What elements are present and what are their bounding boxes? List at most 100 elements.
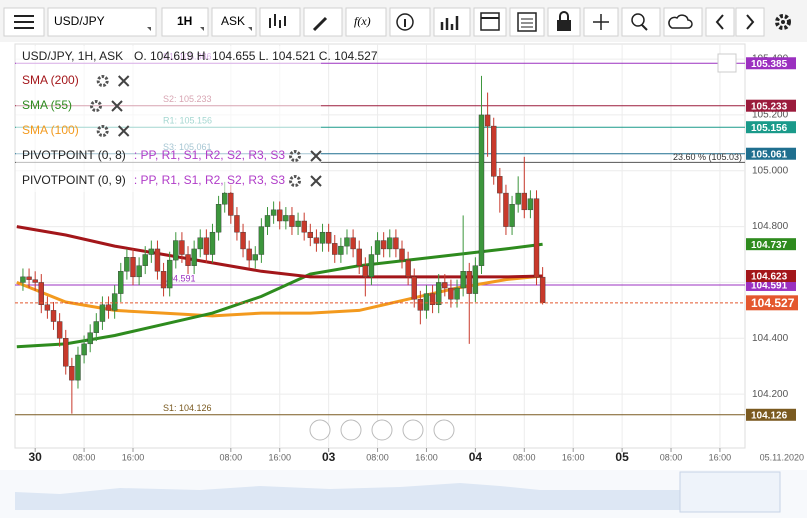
price-tag [746, 57, 796, 70]
price-tag [746, 238, 796, 251]
sma-line [16, 242, 543, 349]
fib-label: 23.60 % (105.03) [673, 152, 742, 162]
candle-body [277, 209, 283, 222]
chart-nav [309, 419, 455, 441]
settings-icon[interactable] [289, 175, 302, 187]
candle-body [38, 282, 44, 305]
nav-left[interactable] [309, 419, 331, 441]
candle-body [222, 192, 228, 205]
price-tag [746, 270, 796, 283]
menu-button[interactable] [3, 7, 45, 37]
settings-icon[interactable] [96, 125, 109, 137]
calendar-button[interactable] [473, 7, 507, 37]
candle-body [246, 248, 252, 261]
price-tag [746, 295, 798, 311]
settings-icon[interactable] [90, 100, 103, 112]
x-tick-label: 03 [322, 450, 336, 464]
pivot-label: 104.591 [163, 273, 196, 283]
nav-zoom-out[interactable] [340, 419, 362, 441]
candle-body [26, 276, 32, 280]
y-tick-label: 104.800 [752, 221, 789, 232]
news-button[interactable] [509, 7, 545, 37]
candle-body [283, 215, 289, 222]
interval-button[interactable]: 1H [161, 7, 209, 37]
remove-icon[interactable] [310, 150, 322, 162]
zoom-button[interactable] [621, 7, 661, 37]
legend-bg [16, 46, 321, 192]
candle-body [350, 237, 356, 250]
price-type-button[interactable]: ASK [211, 7, 257, 37]
x-tick-label: 08:00 [660, 452, 683, 462]
candle-body [228, 192, 234, 216]
forward-button[interactable] [735, 7, 765, 37]
y-tick-label: 104.200 [752, 389, 789, 400]
legend-header: USD/JPY, 1H, ASK [22, 49, 123, 63]
lock-button[interactable] [547, 7, 581, 37]
settings-button[interactable] [775, 14, 791, 30]
candle-body [503, 192, 509, 227]
candle-body [234, 215, 240, 233]
candle-body [240, 231, 246, 250]
price-tag [746, 147, 796, 160]
candle-body [301, 220, 307, 233]
candle-body [478, 114, 485, 266]
navigator-window[interactable] [679, 471, 781, 513]
candle-body [20, 276, 26, 283]
candle-body [448, 287, 454, 300]
settings-icon[interactable] [96, 75, 109, 87]
indicator-name: PIVOTPOINT (0, 9) [22, 173, 126, 187]
candle-body [374, 240, 381, 255]
pivot-components: : PP, R1, S1, R2, S2, R3, S3 [134, 148, 286, 162]
candle-body [356, 248, 362, 266]
candle-body [160, 271, 167, 289]
remove-icon[interactable] [117, 75, 130, 87]
price-tag [746, 121, 796, 134]
nav-zoom-in[interactable] [402, 419, 424, 441]
candle-body [215, 204, 222, 233]
x-tick-label: 04 [469, 450, 483, 464]
cloud-button[interactable] [663, 7, 703, 37]
crosshair-button[interactable] [583, 7, 619, 37]
candle-body [319, 231, 326, 244]
nav-right[interactable] [433, 419, 455, 441]
candle-body [166, 259, 173, 289]
candle-body [173, 240, 179, 261]
price-tag-label: 104.623 [751, 272, 788, 283]
settings-icon[interactable] [289, 150, 302, 162]
info-button[interactable] [389, 7, 431, 37]
remove-icon[interactable] [117, 125, 130, 137]
remove-icon[interactable] [111, 100, 123, 112]
candle-body [142, 254, 148, 266]
candle-body [387, 237, 393, 250]
candle-body [399, 248, 405, 261]
candle-body [509, 204, 515, 227]
candle-body [368, 254, 375, 278]
candle-body [332, 243, 338, 255]
x-tick-label: 08:00 [366, 452, 389, 462]
price-tag-label: 104.737 [751, 240, 788, 251]
chart-type-button[interactable] [259, 7, 301, 37]
symbol-select[interactable]: USD/JPY [47, 7, 157, 37]
candle-body [423, 293, 430, 311]
pivot-label: S1: 104.126 [163, 403, 212, 413]
x-tick-label: 16:00 [415, 452, 438, 462]
candle-body [521, 192, 527, 211]
candle-body [258, 226, 265, 255]
candle-body [93, 321, 100, 333]
draw-button[interactable] [303, 7, 343, 37]
candle-body [307, 231, 314, 238]
back-button[interactable] [705, 7, 735, 37]
popout-button[interactable] [717, 53, 737, 73]
indicator-name: SMA (200) [22, 73, 79, 87]
candle-body [380, 240, 387, 250]
nav-reset[interactable] [371, 419, 393, 441]
candle-body [50, 310, 57, 322]
indicator-button[interactable] [433, 7, 471, 37]
x-tick-label: 08:00 [220, 452, 243, 462]
function-button[interactable]: f(x) [345, 7, 387, 37]
candle-body [136, 265, 142, 278]
candle-body [338, 245, 344, 255]
candle-body [289, 215, 295, 227]
remove-icon[interactable] [310, 175, 322, 187]
